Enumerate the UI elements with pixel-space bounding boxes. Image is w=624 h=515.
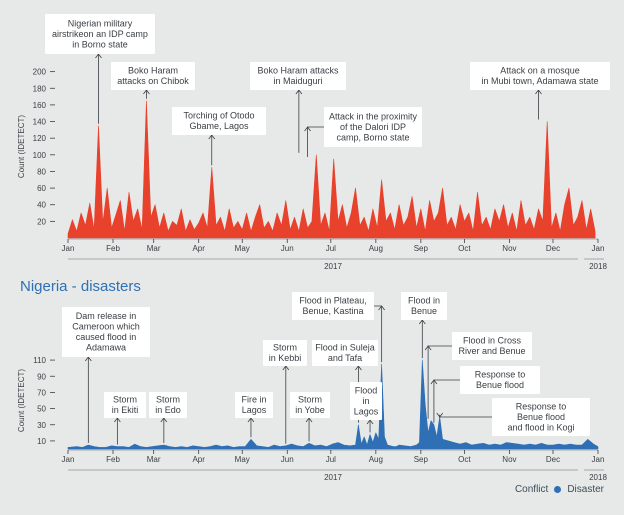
legend-label-conflict: Conflict [514,484,549,495]
disaster-annotation-text: Storm in Edo [155,395,181,416]
disaster-annotation-arrow [424,345,432,351]
disaster-annotation-box [452,332,532,360]
conflict-annotation-box [111,62,195,90]
conflict-ytick-label: 120 [33,134,47,143]
disaster-annotation-text: Response to Benue flood [475,370,526,391]
disaster-annotation-box [290,392,330,418]
conflict-month-label: Apr [192,244,205,253]
disaster-ytick-label: 110 [33,356,46,365]
disaster-ytick-label: 30 [37,421,46,430]
disaster-annotation-text: Dam release in Cameroon which caused flood… [72,311,140,353]
disaster-annotation-arrow [378,305,385,311]
disaster-annotation-text: Flood in Cross River and Benue [458,336,525,357]
disaster-annotation-text: Response to Benue flood and flood in Kogi [507,401,574,432]
disaster-ytick-label: 90 [37,372,46,381]
conflict-annotation-text: Nigerian military airstrikeon an IDP camp… [52,18,148,49]
conflict-month-label: Dec [546,244,560,253]
disaster-ylabel: Count (IDETECT) [17,369,26,432]
conflict-ytick-label: 40 [37,201,46,210]
disasters-panel-title: Nigeria - disasters [20,278,141,295]
disaster-month-label: Jul [326,455,336,464]
disaster-annotation-box [312,340,378,366]
disaster-annotation-text: Flood in Benue [408,296,440,317]
conflict-month-label: Nov [502,244,516,253]
conflict-ylabel: Count (IDETECT) [17,115,26,178]
conflict-month-label: May [235,244,250,253]
conflict-year-end-label: 2018 [589,262,607,271]
disaster-annotation-box [235,392,273,418]
conflict-month-label: Mar [147,244,161,253]
conflict-annotation-arrow [304,126,311,132]
conflict-month-label: Jun [281,244,294,253]
legend-swatch-disaster [554,486,562,493]
disaster-ytick-label: 10 [37,437,46,446]
disaster-annotation-box [401,292,447,320]
conflict-ytick-label: 160 [33,101,47,110]
conflict-ytick-label: 180 [33,84,47,93]
legend: Conflict Disaster [515,484,604,495]
disaster-annotation-box [104,392,146,418]
conflict-month-label: Aug [369,244,383,253]
conflict-annotation-text: Attack in the proximity of the Dalori IDP… [329,111,418,142]
disaster-month-label: May [235,455,250,464]
conflict-series-area [67,100,596,239]
conflict-annotation-box [45,14,155,54]
conflict-annotation-box [324,107,422,147]
conflict-ytick-label: 80 [37,167,46,176]
disaster-month-label: Jan [62,455,75,464]
conflict-annotation-text: Boko Haram attacks in Maiduguri [257,66,339,87]
disaster-month-label: Apr [192,455,205,464]
disaster-annotation-text: Flood in Plateau, Benue, Kastina [299,296,367,317]
disaster-annotation-text: Flood in Lagos [354,385,379,416]
conflict-month-label: Oct [458,244,471,253]
disaster-annotation-box [149,392,187,418]
disaster-annotation-box [62,307,150,357]
disaster-year-end-label: 2018 [589,473,607,482]
disaster-annotation-text: Storm in Ekiti [112,395,139,416]
disaster-annotation-text: Flood in Suleja and Tafa [315,343,375,364]
conflict-month-label: Jan [62,244,75,253]
conflict-annotation-text: Boko Haram attacks on Chibok [117,66,189,87]
conflict-month-label: Jan [592,244,605,253]
disaster-month-label: Dec [546,455,560,464]
disaster-month-label: Nov [502,455,516,464]
disaster-annotation-arrow [430,379,438,385]
disaster-series-area [67,359,599,450]
conflict-annotation-box [172,107,266,135]
disaster-annotation-box [263,340,307,366]
disaster-month-label: Mar [147,455,161,464]
disaster-annotation-text: Storm in Yobe [295,395,325,416]
conflict-annotation-text: Torching of Otodo Gbame, Lagos [183,111,254,132]
disaster-ytick-label: 50 [37,405,46,414]
disaster-month-label: Feb [106,455,120,464]
conflict-month-label: Feb [106,244,120,253]
conflict-annotation-box [470,62,610,90]
disaster-year-label: 2017 [324,473,342,482]
disaster-ytick-label: 70 [37,388,46,397]
conflict-year-label: 2017 [324,262,342,271]
disaster-month-label: Oct [458,455,471,464]
disaster-annotation-text: Storm in Kebbi [269,343,302,364]
conflict-annotation-text: Attack on a mosque in Mubi town, Adamawa … [481,66,598,87]
disaster-month-label: Jun [281,455,294,464]
conflict-ytick-label: 140 [33,118,47,127]
disaster-annotation-box [460,366,540,394]
conflict-ytick-label: 100 [33,151,47,160]
disaster-annotation-box [350,382,382,420]
conflict-month-label: Sep [414,244,429,253]
conflict-annotation-box [250,62,346,90]
disaster-annotation-box [292,292,374,320]
conflict-ytick-label: 60 [37,184,46,193]
disaster-month-label: Aug [369,455,383,464]
disaster-month-label: Jan [592,455,605,464]
disaster-month-label: Sep [414,455,429,464]
conflict-ytick-label: 200 [33,68,47,77]
disaster-annotation-arrow [436,412,444,418]
disaster-annotation-text: Fire in Lagos [241,395,266,416]
legend-label-disaster: Disaster [567,484,604,495]
conflict-month-label: Jul [326,244,336,253]
conflict-ytick-label: 20 [37,217,46,226]
disaster-annotation-box [492,398,590,436]
